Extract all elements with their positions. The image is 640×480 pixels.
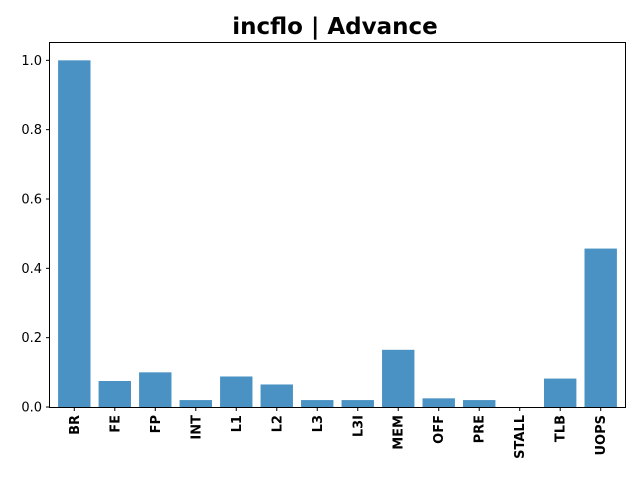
x-tick-label-l2: L2: [270, 415, 285, 432]
x-tick-label-l3i: L3I: [351, 415, 366, 437]
x-axis: BR FE FP INT L1 L2 L3 L3I MEM OFF PRE STALL TLB UOPS: [68, 407, 609, 459]
chart-title: incflo | Advance: [232, 14, 438, 40]
x-tick-label-mem: MEM: [392, 415, 407, 450]
bar-l1: [220, 376, 253, 407]
x-tick-label-l3: L3: [311, 415, 326, 432]
x-tick-label-br: BR: [68, 415, 83, 435]
bar-off: [422, 398, 455, 407]
x-tick-label-uops: UOPS: [594, 415, 609, 456]
bar-int: [179, 400, 212, 407]
x-tick-label-tlb: TLB: [554, 415, 569, 442]
bar-mem: [382, 349, 415, 407]
bar-fe: [98, 381, 131, 407]
bars-group: [58, 60, 617, 407]
y-tick-label-2: 0.4: [21, 262, 42, 277]
x-tick-label-int: INT: [189, 415, 204, 440]
plot-frame: [49, 42, 626, 408]
y-tick-label-5: 1.0: [21, 54, 42, 69]
y-tick-label-0: 0.0: [21, 401, 42, 416]
y-axis: 0.0 0.2 0.4 0.6 0.8 1.0: [21, 54, 50, 416]
x-tick-label-l1: L1: [230, 415, 245, 432]
bar-l3: [301, 400, 334, 407]
bar-uops: [584, 248, 617, 407]
bar-br: [58, 60, 91, 407]
x-tick-label-off: OFF: [432, 415, 447, 444]
bar-tlb: [544, 378, 577, 407]
x-tick-label-fe: FE: [108, 415, 123, 433]
y-tick-label-4: 0.8: [21, 123, 42, 138]
y-tick-label-1: 0.2: [21, 331, 42, 346]
bar-l2: [260, 384, 293, 407]
x-tick-label-fp: FP: [149, 415, 164, 433]
bar-pre: [463, 400, 496, 407]
bar-l3i: [341, 400, 374, 407]
x-tick-label-stall: STALL: [513, 415, 528, 459]
bar-fp: [139, 372, 172, 407]
x-tick-label-pre: PRE: [473, 415, 488, 443]
y-tick-label-3: 0.6: [21, 193, 42, 208]
